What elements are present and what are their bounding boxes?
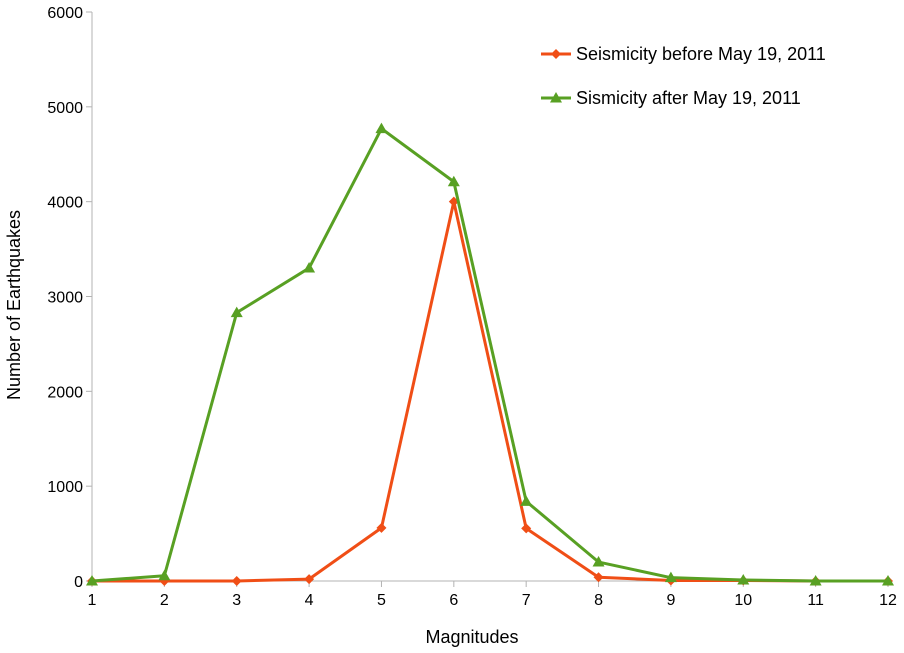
- x-tick-label: 10: [734, 592, 752, 609]
- x-tick-label: 9: [666, 592, 675, 609]
- data-point: [303, 262, 316, 273]
- x-tick-label: 4: [305, 592, 314, 609]
- series-line: [92, 200, 888, 583]
- data-point: [375, 122, 388, 134]
- data-point: [809, 575, 822, 586]
- x-tick-label: 1: [88, 592, 97, 609]
- x-tick-label: 8: [594, 592, 603, 609]
- y-tick-labels: 0 1000 2000 3000 4000 5000 6000: [47, 5, 92, 591]
- series-line: [91, 127, 888, 583]
- x-tick-label: 5: [377, 592, 386, 609]
- y-tick-label: 6000: [47, 5, 83, 22]
- series-2: [86, 122, 894, 586]
- y-tick-label: 4000: [47, 195, 83, 212]
- data-point: [882, 575, 894, 586]
- legend-marker: [551, 49, 561, 59]
- legend-label: Seismicity before May 19, 2011: [576, 44, 826, 64]
- data-point: [737, 574, 750, 585]
- x-tick-label: 2: [160, 592, 169, 609]
- x-tick-label: 12: [879, 592, 897, 609]
- data-point: [520, 495, 533, 506]
- legend-item-2: Sismicity after May 19, 2011: [541, 88, 801, 108]
- x-tick-label: 3: [232, 592, 241, 609]
- data-point: [86, 575, 98, 586]
- legend-marker: [550, 92, 562, 103]
- data-point: [592, 556, 605, 567]
- series-1: [87, 196, 893, 586]
- legend-label: Sismicity after May 19, 2011: [576, 88, 801, 108]
- data-point: [158, 569, 171, 581]
- data-point: [376, 522, 387, 533]
- y-axis-title: Number of Earthquakes: [4, 210, 24, 400]
- x-axis-title: Magnitudes: [425, 627, 518, 647]
- x-tick-label: 7: [522, 592, 531, 609]
- y-tick-label: 2000: [47, 384, 83, 401]
- x-tick-label: 6: [449, 592, 458, 609]
- data-point: [664, 571, 677, 583]
- data-point: [231, 576, 242, 586]
- series-layer: [86, 122, 894, 586]
- data-point: [304, 574, 315, 585]
- data-point: [521, 523, 532, 534]
- legend-item-1: Seismicity before May 19, 2011: [541, 44, 826, 64]
- y-tick-label: 1000: [47, 479, 83, 496]
- legend: Seismicity before May 19, 2011 Sismicity …: [541, 44, 826, 108]
- x-tick-labels: 1 2 3 4 5 6 7 8 9 10 11 12: [88, 581, 897, 609]
- y-tick-label: 3000: [47, 290, 83, 307]
- data-point: [447, 175, 460, 187]
- y-tick-label: 5000: [47, 100, 83, 117]
- x-tick-label: 11: [807, 592, 824, 609]
- data-point: [230, 306, 243, 318]
- y-tick-label: 0: [74, 574, 83, 591]
- data-point: [593, 572, 604, 583]
